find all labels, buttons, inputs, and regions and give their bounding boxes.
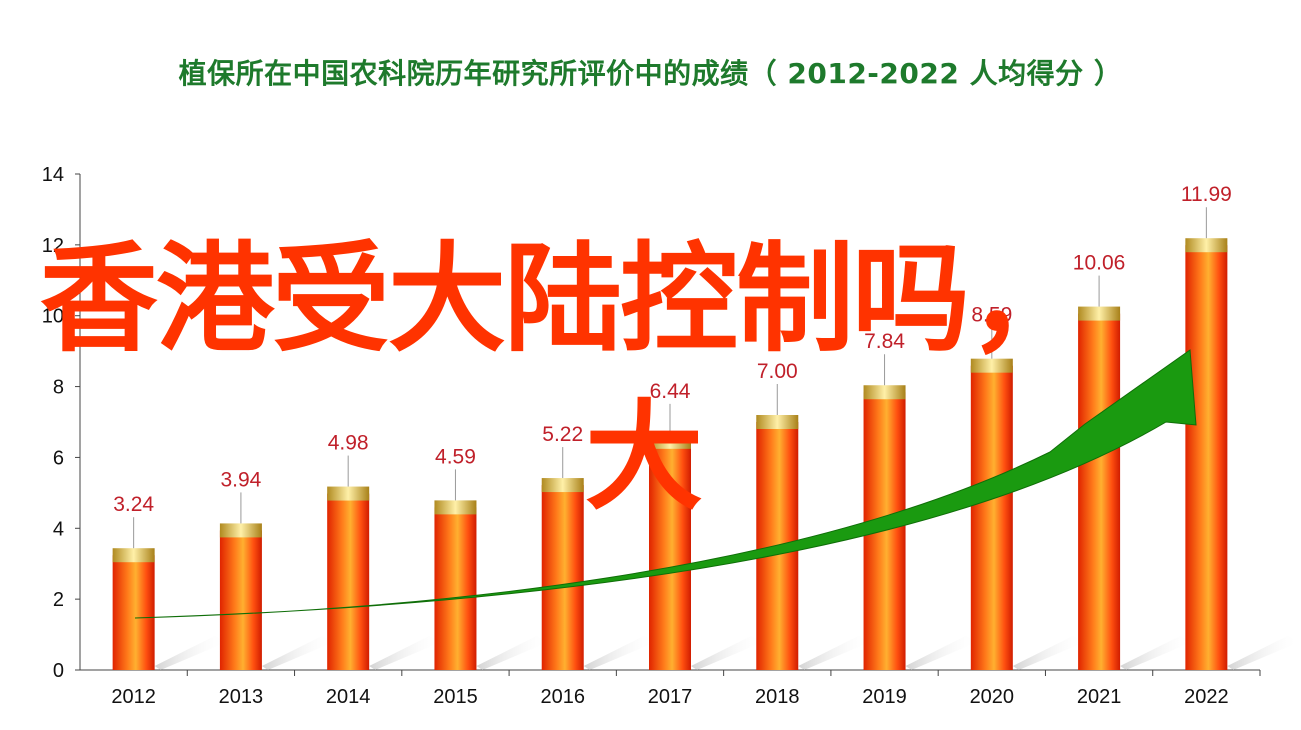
x-tick-label: 2014	[326, 686, 371, 708]
x-tick-label: 2019	[862, 686, 907, 708]
bar	[219, 530, 262, 670]
bar-shadow	[1120, 636, 1193, 670]
bar	[112, 555, 155, 670]
bar-shadow	[691, 636, 763, 670]
x-tick-label: 2016	[540, 686, 585, 708]
data-label: 7.00	[757, 360, 798, 383]
bar-shadow	[905, 636, 978, 670]
bar	[649, 441, 691, 670]
x-tick-label: 2018	[755, 686, 800, 708]
bar	[541, 485, 584, 670]
x-tick-label: 2020	[970, 686, 1015, 708]
x-tick-label: 2015	[433, 686, 478, 708]
bar-shadow	[476, 636, 549, 670]
y-tick-label: 2	[53, 589, 64, 611]
x-tick-label: 2022	[1184, 686, 1229, 708]
bar-cap	[756, 415, 799, 429]
bar-shadow	[261, 636, 334, 670]
trend-arrow	[134, 349, 1197, 619]
bar-cap	[1078, 306, 1121, 321]
data-label: 3.94	[220, 468, 261, 491]
bar	[1185, 245, 1228, 670]
overlay-text-line2: 大	[585, 388, 704, 526]
x-tick-label: 2017	[648, 686, 693, 708]
data-label: 11.99	[1181, 183, 1232, 206]
y-tick-label: 12	[42, 235, 64, 257]
data-label: 7.84	[864, 330, 905, 353]
bar-shadow	[1012, 636, 1085, 670]
y-tick-label: 10	[42, 306, 64, 328]
bar-cap	[863, 385, 906, 400]
bar	[327, 493, 370, 670]
y-tick-label: 6	[53, 447, 64, 469]
x-tick-label: 2021	[1077, 686, 1122, 708]
data-label: 4.98	[328, 432, 369, 455]
data-label: 5.22	[542, 423, 583, 446]
bar-cap	[649, 434, 691, 449]
bar	[434, 507, 477, 670]
x-tick-label: 2012	[111, 686, 156, 708]
data-label: 4.59	[435, 445, 476, 468]
data-label: 6.44	[650, 380, 691, 403]
bar-shadow	[154, 636, 227, 670]
data-label: 8.59	[971, 304, 1012, 327]
bar	[970, 365, 1013, 670]
bar	[1078, 313, 1121, 670]
y-tick-label: 0	[53, 660, 64, 682]
chart-title: 植保所在中国农科院历年研究所评价中的成绩（ 2012-2022 人均得分 ）	[178, 57, 1123, 90]
y-tick-label: 14	[42, 164, 64, 186]
data-label: 10.06	[1073, 252, 1126, 275]
bar-shadow	[798, 636, 871, 670]
data-label: 3.24	[113, 493, 154, 516]
y-tick-label: 8	[53, 377, 64, 399]
bar-cap	[541, 478, 584, 493]
bar-cap	[112, 548, 155, 563]
overlay-text-line1: 香港受大陆控制吗，	[40, 230, 1086, 368]
bar-cap	[327, 486, 370, 501]
y-tick-label: 4	[53, 518, 64, 540]
bar-cap	[1185, 238, 1228, 253]
bar-cap	[219, 523, 262, 538]
x-tick-label: 2013	[219, 686, 264, 708]
bar-shadow	[583, 636, 656, 670]
bar-cap	[434, 500, 477, 515]
bar-cap	[970, 358, 1013, 373]
bar-shadow	[369, 636, 442, 670]
bar-shadow	[1227, 636, 1300, 670]
